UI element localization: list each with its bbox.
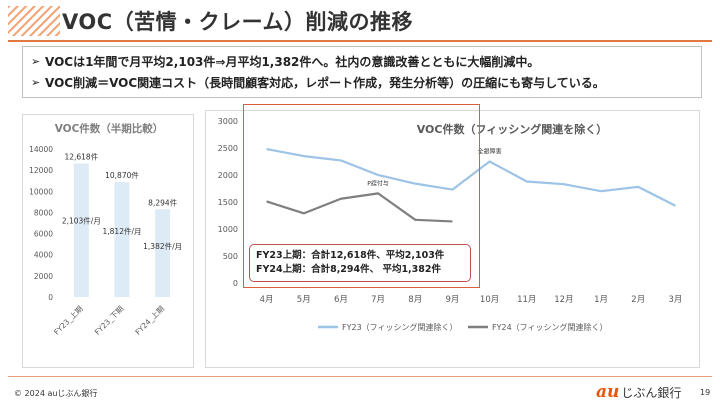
fy23-summary-line: FY23上期：合計12,618件、平均2,103件: [256, 250, 445, 261]
line-x-tick-label: 8月: [408, 295, 422, 305]
line-y-tick-label: 500: [223, 252, 238, 261]
title-stripes-decoration: [8, 6, 60, 36]
bar-value-label: 12,618件: [64, 152, 98, 162]
series-line-fy24: [266, 192, 453, 223]
arrow-right-icon: ➢: [31, 76, 41, 89]
bar-y-tick-label: 10000: [29, 187, 53, 196]
arrow-right-icon: ➢: [31, 55, 41, 68]
page-number: 19: [700, 388, 711, 397]
line-x-tick-label: 4月: [260, 295, 274, 305]
line-x-tick-label: 9月: [445, 295, 459, 305]
summary-bullet-2-text: VOC削減＝VOC関連コスト（長時間顧客対応，レポート作成，発生分析等）の圧縮に…: [45, 76, 605, 90]
line-y-tick-label: 3000: [218, 117, 238, 126]
line-y-tick-label: 2000: [218, 171, 238, 180]
bar-1: [73, 163, 89, 297]
line-x-tick-label: 10月: [480, 295, 499, 305]
bar-chart-title: VOC件数（半期比較）: [54, 123, 164, 135]
line-annotation-label: P誤付与: [367, 179, 389, 187]
legend-label: FY23（フィッシング関連除く）: [342, 322, 458, 332]
logo-name: じぶん銀行: [621, 386, 682, 400]
line-y-tick-label: 1500: [218, 198, 238, 207]
bar-y-tick-label: 6000: [34, 230, 53, 239]
line-x-tick-label: 2月: [631, 295, 645, 305]
half-year-bar-chart-panel: VOC件数（半期比較） 0 2000 4000 6000 8000 10000 12000 1…: [22, 114, 194, 368]
page-title: VOC（苦情・クレーム）削減の推移: [62, 10, 414, 34]
bar-monthly-label: 2,103件/月: [62, 216, 101, 226]
series-line-fy23: [266, 147, 676, 207]
bar-x-tick-label: FY24_上期: [133, 304, 166, 337]
line-x-tick-label: 1月: [594, 295, 608, 305]
summary-bullet-2: ➢ VOC削減＝VOC関連コスト（長時間顧客対応，レポート作成，発生分析等）の圧…: [31, 72, 693, 93]
line-chart-title: VOC件数（フィッシング関連を除く）: [417, 122, 608, 136]
summary-box: ➢ VOCは1年間で月平均2,103件⇒月平均1,382件へ。社内の意識改善とと…: [22, 46, 702, 98]
line-y-tick-label: 2500: [218, 144, 238, 153]
line-x-tick-label: 5月: [297, 295, 311, 305]
bar-value-label: 10,870件: [105, 170, 139, 180]
bar-y-tick-label: 14000: [29, 145, 53, 154]
first-half-summary-callout: FY23上期：合計12,618件、平均2,103件 FY24上期：合計8,294…: [249, 244, 471, 282]
line-y-tick-label: 1000: [218, 225, 238, 234]
half-year-bar-chart: 0 2000 4000 6000 8000 10000 12000 14000 12,618件 2…: [29, 145, 182, 337]
monthly-line-chart: VOC件数（フィッシング関連を除く） 0 500 1000 1500 2000 2500 30…: [218, 117, 683, 332]
bank-logo: au じぶん銀行: [596, 382, 681, 402]
copyright-text: © 2024 auじぶん銀行: [14, 389, 98, 398]
bar-x-tick-label: FY23_下期: [93, 304, 126, 337]
line-annotation-label: 全銀障害: [478, 148, 502, 156]
bar-monthly-label: 1,812件/月: [103, 226, 142, 236]
bar-y-tick-label: 12000: [29, 166, 53, 175]
bar-value-label: 8,294件: [148, 197, 177, 207]
logo-mark: au: [596, 382, 620, 402]
bar-2: [114, 182, 130, 297]
line-y-tick-label: 0: [233, 279, 238, 288]
title-underline: [8, 40, 712, 42]
line-x-tick-label: 11月: [517, 295, 536, 305]
summary-bullet-1: ➢ VOCは1年間で月平均2,103件⇒月平均1,382件へ。社内の意識改善とと…: [31, 51, 693, 72]
line-x-tick-label: 3月: [668, 295, 682, 305]
title-bar: VOC（苦情・クレーム）削減の推移: [0, 0, 720, 44]
bar-monthly-label: 1,382件/月: [143, 241, 182, 251]
summary-bullet-1-text: VOCは1年間で月平均2,103件⇒月平均1,382件へ。社内の意識改善とともに…: [45, 55, 540, 69]
monthly-line-chart-panel: VOC件数（フィッシング関連を除く） 0 500 1000 1500 2000 2500 30…: [205, 110, 700, 368]
footer-divider: [8, 376, 712, 377]
bar-y-tick-label: 4000: [34, 251, 53, 260]
bar-y-tick-label: 0: [48, 293, 53, 302]
bar-y-tick-label: 8000: [34, 208, 53, 217]
line-x-tick-label: 6月: [334, 295, 348, 305]
line-x-tick-label: 12月: [554, 295, 573, 305]
bar-y-tick-label: 2000: [34, 272, 53, 281]
line-x-tick-label: 7月: [371, 295, 385, 305]
fy24-summary-line: FY24上期：合計8,294件、 平均1,382件: [256, 264, 441, 275]
legend-label: FY24（フィッシング関連除く）: [492, 322, 608, 332]
bar-x-tick-label: FY23_上期: [52, 304, 85, 337]
bar-3: [155, 209, 171, 297]
